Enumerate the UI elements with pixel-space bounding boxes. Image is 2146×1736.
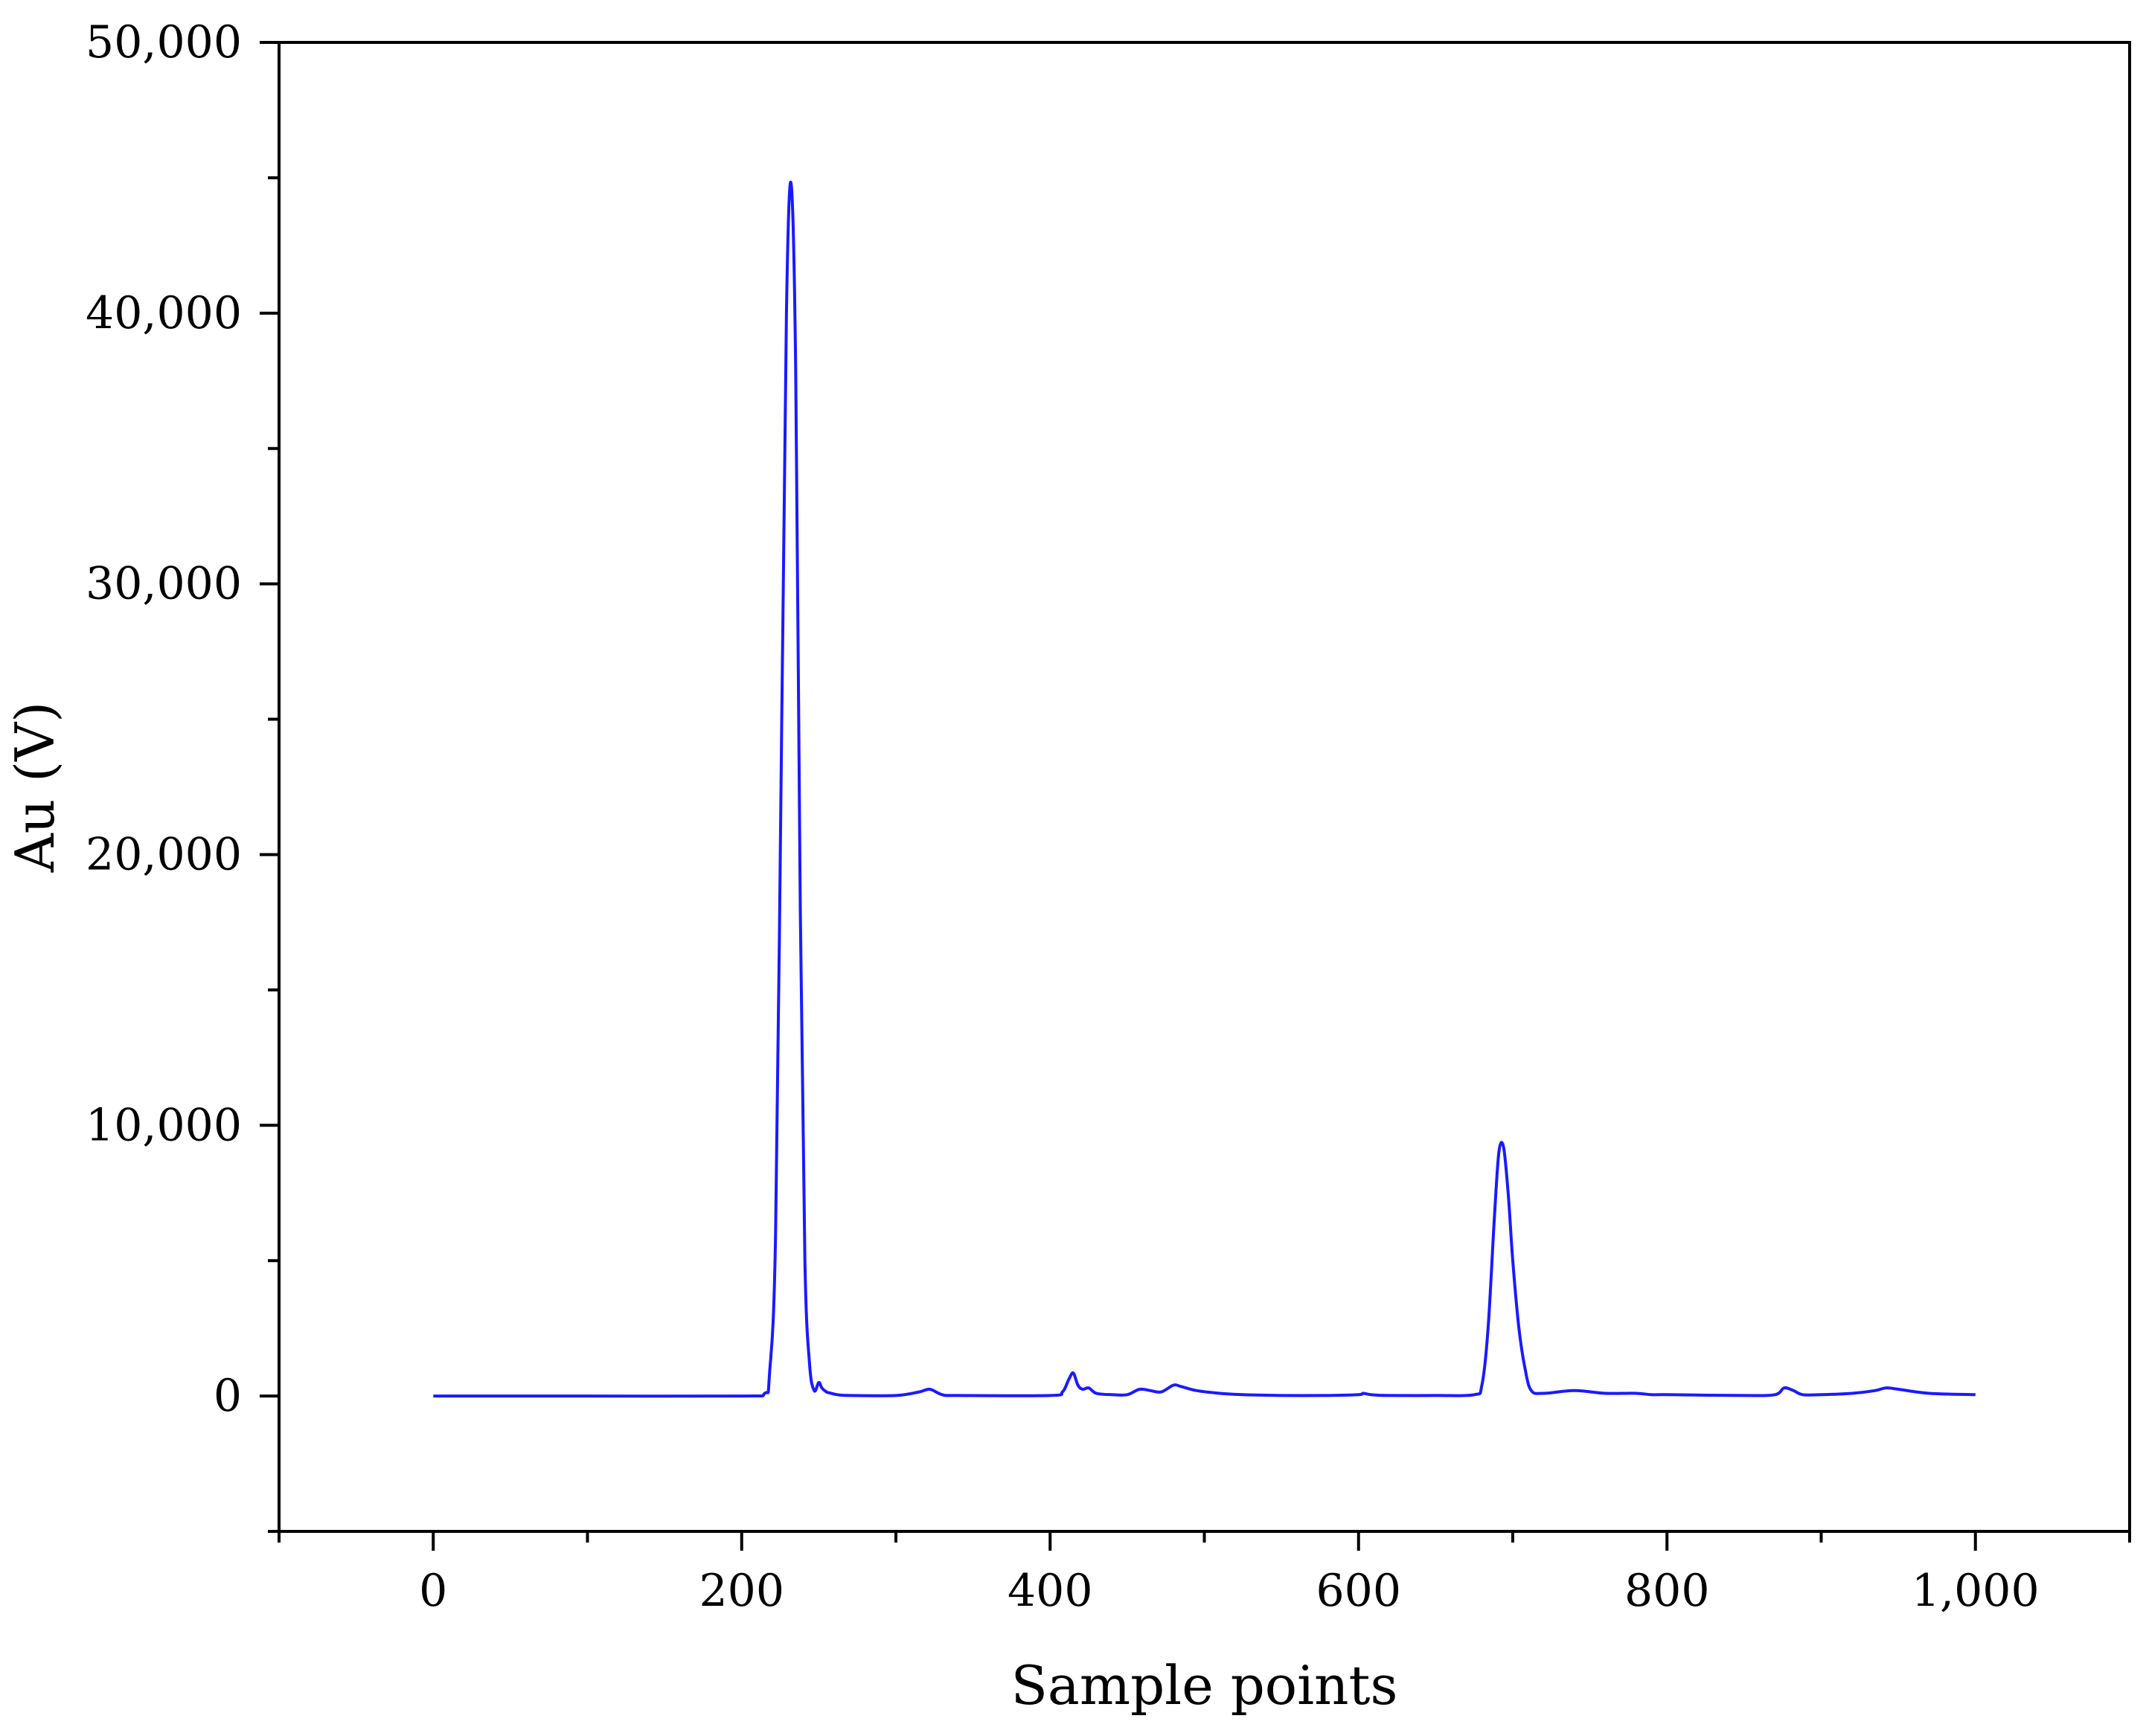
x-axis-ticks: 0 200 400 600 800 1,000 [278,1531,2131,1617]
plot-frame [278,41,2131,1533]
x-tick-label: 600 [1316,1565,1401,1617]
series-line [433,180,1976,1398]
x-tick-label: 400 [1008,1565,1093,1617]
x-tick-label: 0 [419,1565,447,1617]
y-tick-label: 40,000 [86,287,242,339]
x-tick-label: 200 [699,1565,784,1617]
x-axis-title: Sample points [1011,1654,1398,1717]
y-tick-label: 30,000 [86,558,242,610]
y-tick-label: 10,000 [86,1099,242,1151]
y-tick-label: 20,000 [86,828,242,880]
x-tick-label: 1,000 [1912,1565,2040,1617]
y-tick-label: 0 [214,1370,242,1422]
y-axis-ticks: 0 10,000 20,000 30,000 40,000 50,000 [86,16,279,1533]
x-tick-label: 800 [1624,1565,1710,1617]
y-tick-label: 50,000 [86,16,242,68]
y-axis-title: Au (V) [4,702,66,873]
